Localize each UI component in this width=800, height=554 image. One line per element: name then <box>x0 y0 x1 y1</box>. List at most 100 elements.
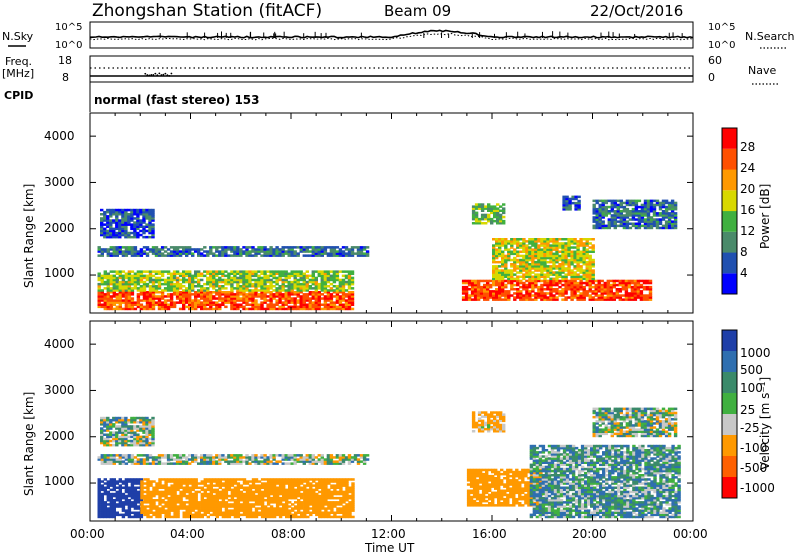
power-data-cell-1 <box>175 270 180 273</box>
power-data-cell-1 <box>106 278 110 282</box>
velocity-data-cell-0 <box>118 494 122 498</box>
power-data-cell-7 <box>613 203 617 207</box>
velocity-data-cell-1 <box>321 513 325 517</box>
power-data-cell-0 <box>185 301 189 304</box>
velocity-data-cell-1 <box>176 486 180 489</box>
velocity-data-cell-1 <box>209 494 213 498</box>
power-data-cell-5 <box>504 275 508 278</box>
power-data-cell-3 <box>148 227 152 231</box>
power-data-cell-6 <box>480 205 485 208</box>
power-data-cell-0 <box>185 297 189 300</box>
power-data-cell-4 <box>591 296 595 299</box>
power-data-cell-4 <box>576 283 580 287</box>
power-data-cell-6 <box>471 222 476 225</box>
power-data-cell-4 <box>464 281 469 285</box>
power-data-cell-0 <box>242 295 246 298</box>
power-data-cell-0 <box>329 297 334 300</box>
velocity-data-cell-1 <box>324 478 328 481</box>
power-data-cell-1 <box>314 270 318 273</box>
velocity-data-cell-1 <box>158 496 162 500</box>
velocity-data-cell-0 <box>109 488 113 492</box>
velocity-data-cell-1 <box>245 496 250 500</box>
power-data-cell-0 <box>112 291 116 294</box>
power-data-cell-0 <box>284 301 288 304</box>
power-data-cell-4 <box>615 279 619 283</box>
power-data-cell-4 <box>597 283 601 287</box>
power-data-cell-5 <box>564 248 568 251</box>
power-data-cell-0 <box>323 305 328 309</box>
velocity-data-cell-1 <box>251 478 256 481</box>
power-data-cell-1 <box>169 272 174 275</box>
velocity-data-cell-1 <box>333 501 337 504</box>
power-data-cell-4 <box>467 279 472 283</box>
power-data-cell-6 <box>484 217 488 221</box>
power-data-cell-5 <box>570 256 574 260</box>
velocity-data-cell-1 <box>288 511 292 514</box>
power-data-cell-1 <box>118 270 122 273</box>
power-data-cell-7 <box>625 224 630 228</box>
power-data-cell-0 <box>236 295 240 298</box>
velocity-data-cell-0 <box>106 482 110 485</box>
power-data-cell-2 <box>281 246 285 249</box>
velocity-data-cell-1 <box>200 488 204 492</box>
power-data-cell-6 <box>474 211 479 215</box>
velocity-data-cell-1 <box>266 507 271 510</box>
power-data-cell-4 <box>645 281 650 285</box>
power-data-cell-2 <box>148 248 153 251</box>
velocity-data-cell-1 <box>251 486 256 489</box>
velocity-data-cell-1 <box>182 492 186 496</box>
power-data-cell-5 <box>516 250 520 253</box>
velocity-data-cell-2 <box>139 454 144 457</box>
velocity-data-cell-1 <box>242 480 247 483</box>
velocity-data-cell-1 <box>288 478 292 481</box>
velocity-data-cell-0 <box>109 480 113 483</box>
velocity-data-cell-1 <box>300 494 304 498</box>
velocity-data-cell-1 <box>257 499 262 502</box>
power-data-cell-7 <box>607 220 611 223</box>
power-data-cell-1 <box>257 278 261 282</box>
power-data-cell-1 <box>254 274 258 278</box>
power-data-cell-1 <box>133 278 138 282</box>
power-data-cell-7 <box>616 203 620 207</box>
velocity-data-cell-1 <box>285 507 289 510</box>
velocity-data-cell-1 <box>170 478 174 481</box>
power-data-cell-1 <box>305 270 309 273</box>
power-data-cell-4 <box>618 281 622 285</box>
velocity-data-cell-1 <box>291 496 295 500</box>
power-data-cell-1 <box>209 285 213 288</box>
power-data-cell-2 <box>302 250 306 253</box>
power-data-cell-2 <box>287 248 291 251</box>
power-data-cell-5 <box>549 260 553 264</box>
velocity-data-cell-1 <box>315 501 319 504</box>
power-data-cell-4 <box>498 285 502 289</box>
power-data-cell-5 <box>567 260 571 264</box>
power-data-cell-3 <box>130 227 134 231</box>
power-data-cell-5 <box>537 246 541 249</box>
velocity-data-cell-1 <box>333 480 337 483</box>
power-data-cell-0 <box>287 307 291 311</box>
velocity-data-cell-1 <box>218 492 222 496</box>
power-data-cell-7 <box>652 220 657 223</box>
velocity-data-cell-1 <box>215 478 219 481</box>
power-data-cell-1 <box>136 282 141 286</box>
velocity-data-cell-1 <box>167 486 171 489</box>
power-data-cell-2 <box>154 248 159 251</box>
velocity-data-cell-1 <box>282 499 286 502</box>
velocity-data-cell-1 <box>269 515 274 519</box>
power-data-cell-5 <box>582 258 586 262</box>
velocity-data-cell-1 <box>245 507 250 510</box>
power-data-cell-2 <box>100 250 104 253</box>
velocity-data-cell-1 <box>155 484 159 487</box>
power-data-cell-1 <box>127 278 132 282</box>
power-data-cell-5 <box>522 250 526 253</box>
power-data-cell-4 <box>543 296 547 299</box>
velocity-data-cell-1 <box>233 478 238 481</box>
velocity-data-cell-1 <box>254 488 259 492</box>
power-data-cell-1 <box>157 270 162 273</box>
power-data-cell-0 <box>160 301 165 304</box>
velocity-data-cell-1 <box>318 503 322 506</box>
velocity-data-cell-1 <box>330 511 334 514</box>
power-data-cell-0 <box>245 303 249 306</box>
power-data-cell-0 <box>215 305 219 309</box>
power-data-cell-1 <box>115 282 119 286</box>
